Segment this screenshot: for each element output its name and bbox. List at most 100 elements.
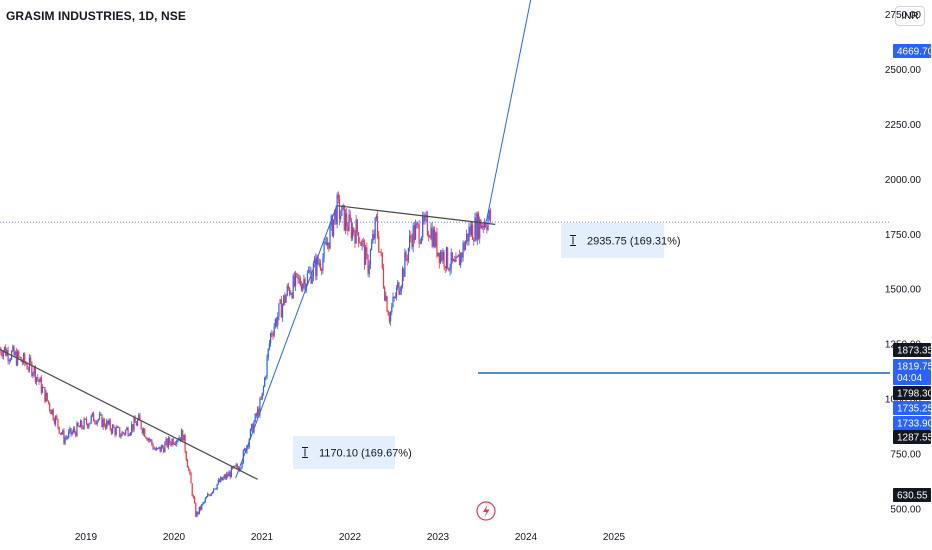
lightning-icon[interactable] — [476, 501, 496, 521]
chart-title: GRASIM INDUSTRIES, 1D, NSE — [6, 9, 186, 23]
candle-body — [166, 438, 168, 448]
candle-body — [430, 227, 432, 238]
candle-body — [75, 431, 77, 437]
candle-body — [32, 373, 34, 376]
candle-body — [70, 428, 72, 435]
trend-line[interactable] — [336, 205, 496, 225]
candle-body — [410, 235, 412, 239]
candle-body — [179, 437, 181, 441]
candle-body — [224, 475, 227, 479]
candle-body — [291, 293, 293, 298]
candle-body — [265, 376, 267, 378]
candle-body — [33, 366, 35, 374]
candle-body — [123, 433, 126, 435]
measure-range-icon — [570, 235, 576, 246]
candle-body — [329, 225, 331, 249]
candle-body — [13, 346, 15, 356]
candle-body — [258, 408, 260, 415]
candle-body — [131, 424, 133, 433]
projection-line[interactable] — [235, 205, 338, 479]
candle-body — [413, 225, 415, 240]
candle-body — [101, 414, 103, 428]
candle-body — [141, 428, 143, 434]
candle-body — [148, 438, 151, 441]
candle-body — [376, 216, 379, 237]
candle-body — [154, 448, 156, 451]
measure-value: 1170.10 (169.67%) — [319, 448, 412, 460]
candle-body — [302, 283, 304, 291]
candle-body — [228, 472, 230, 477]
candle-body — [107, 420, 109, 425]
candle-body — [60, 432, 63, 434]
candle-body — [399, 291, 401, 295]
candle-body — [81, 420, 83, 428]
candle-body — [439, 251, 442, 264]
candle-body — [234, 465, 236, 467]
price-badge-value: 1733.90 — [897, 419, 932, 430]
candle-body — [292, 275, 294, 298]
candle-body — [56, 416, 58, 420]
candle-body — [260, 398, 262, 400]
candle-body — [384, 287, 386, 301]
candle-body — [450, 252, 452, 269]
candle-body — [385, 296, 387, 301]
candle-body — [311, 276, 313, 284]
price-badge: 1735.25 — [893, 401, 932, 415]
candle-body — [18, 351, 20, 358]
candle-body — [316, 256, 318, 276]
price-badge-value: 1287.55 — [897, 433, 932, 444]
measure-label[interactable]: 1170.10 (169.67%) — [293, 436, 412, 469]
candle-body — [174, 443, 177, 445]
candle-body — [39, 377, 41, 383]
candle-body — [1, 353, 3, 357]
candle-body — [464, 241, 467, 250]
price-badge-value: 1735.25 — [897, 404, 932, 415]
candle-body — [115, 427, 117, 435]
price-badge-value: 1873.35 — [897, 346, 932, 357]
candle-body — [45, 392, 47, 402]
trend-line[interactable] — [0, 348, 258, 480]
candle-body — [104, 426, 107, 429]
candle-body — [100, 414, 102, 416]
candle-body — [294, 273, 297, 287]
candle-body — [423, 215, 425, 222]
candle-body — [209, 495, 211, 497]
candle-body — [308, 271, 310, 273]
candle-body — [361, 240, 363, 246]
projection-line[interactable] — [485, 0, 612, 222]
candle-body — [236, 464, 238, 468]
candle-body — [229, 472, 231, 478]
candle-body — [334, 209, 336, 220]
candle-body — [425, 215, 427, 217]
candle-body — [108, 419, 110, 425]
candle-body — [359, 242, 361, 244]
candle-body — [252, 423, 254, 433]
candle-body — [293, 275, 295, 287]
candle-body — [388, 315, 391, 322]
candle-body — [117, 426, 120, 428]
candle-body — [208, 494, 210, 496]
candle-body — [419, 242, 421, 244]
candle-body — [275, 319, 278, 326]
candle-body — [338, 198, 341, 220]
candle-body — [227, 473, 229, 477]
candle-body — [392, 297, 394, 307]
candle-body — [15, 351, 17, 366]
candle-body — [147, 438, 149, 441]
candle-body — [221, 477, 223, 481]
candle-body — [251, 423, 253, 429]
currency-button[interactable]: INR — [895, 6, 925, 26]
candle-body — [418, 224, 420, 244]
candle-body — [268, 343, 271, 349]
candle-body — [349, 214, 351, 222]
candle-body — [210, 493, 212, 496]
candle-body — [441, 251, 443, 261]
measure-label[interactable]: 2935.75 (169.31%) — [561, 223, 681, 258]
candle-body — [332, 219, 335, 236]
candle-body — [254, 413, 256, 423]
candle-body — [125, 429, 127, 435]
candle-body — [341, 205, 343, 216]
candle-body — [290, 293, 292, 295]
candle-body — [424, 215, 426, 222]
